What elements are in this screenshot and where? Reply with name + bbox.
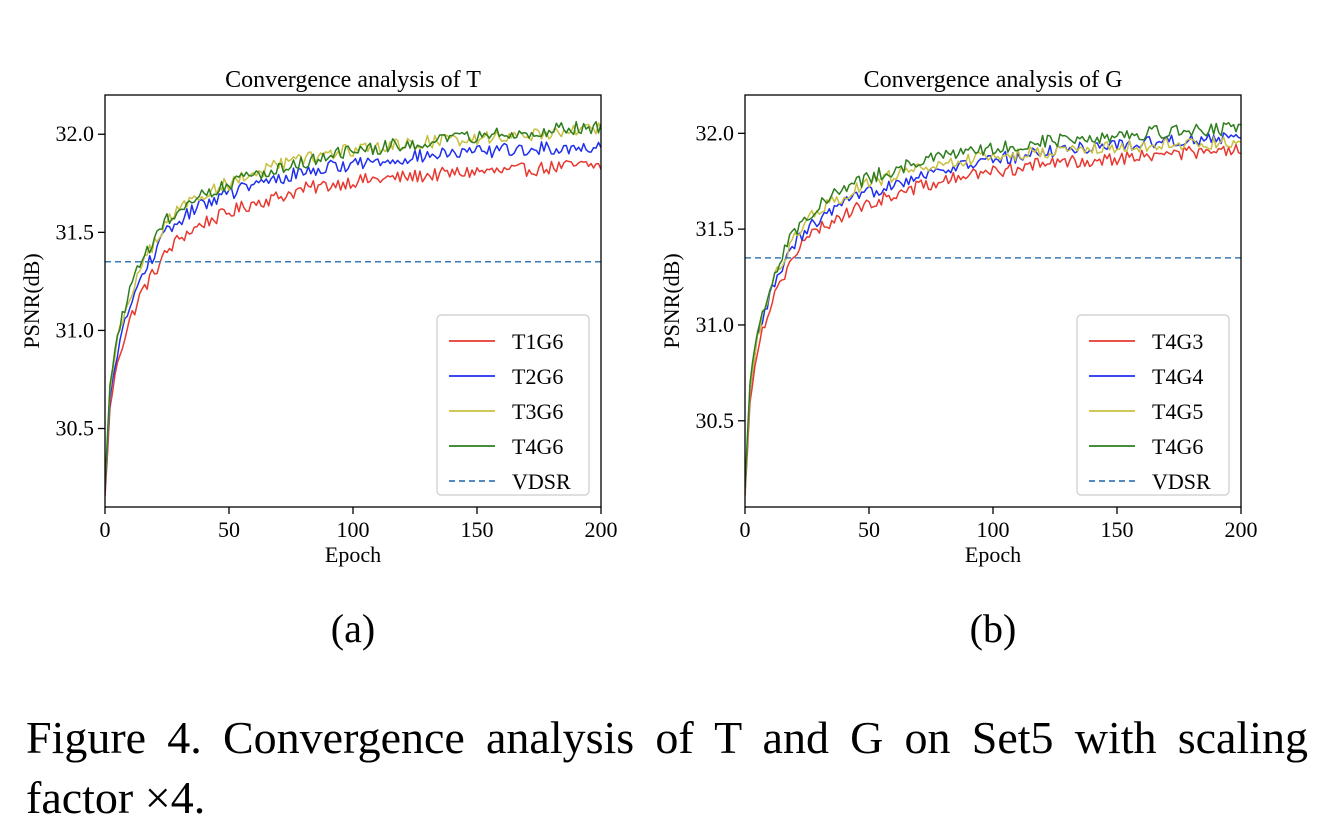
chart-title: Convergence analysis of T: [225, 67, 481, 93]
legend-label-vdsr: VDSR: [512, 469, 571, 494]
series-line-t4g6: [105, 120, 601, 487]
figure-caption: Figure 4. Convergence analysis of T and …: [26, 712, 1308, 823]
chart-panel-a: Convergence analysis of T 0 50 100 150 200 30.…: [19, 67, 618, 651]
y-tick-label: 32.0: [56, 121, 95, 146]
x-tick-label: 0: [740, 517, 751, 542]
series-layer: [105, 120, 601, 497]
x-tick-label: 200: [585, 517, 618, 542]
y-tick-label: 32.0: [696, 120, 735, 145]
x-tick-label: 150: [1101, 517, 1134, 542]
x-tick-label: 150: [461, 517, 494, 542]
x-axis-label: Epoch: [965, 542, 1021, 567]
y-axis-label: PSNR(dB): [19, 253, 44, 348]
y-tick-label: 31.5: [696, 216, 735, 241]
series-line-t4g6: [745, 121, 1241, 489]
legend-label-t2g6: T2G6: [512, 364, 563, 389]
plot-frame: [744, 94, 1242, 508]
y-tick-label: 30.5: [696, 408, 735, 433]
x-tick-label: 100: [337, 517, 370, 542]
x-tick-label: 200: [1225, 517, 1258, 542]
chart-title: Convergence analysis of G: [864, 67, 1123, 93]
legend-label-t4g5: T4G5: [1152, 399, 1203, 424]
plot-frame: [104, 94, 602, 508]
y-tick-label: 31.0: [56, 317, 95, 342]
series-layer: [745, 121, 1241, 497]
chart-panel-b: Convergence analysis of G 0 50 100 150 200 30.…: [659, 67, 1258, 651]
series-line-t4g3: [745, 143, 1241, 497]
legend-label-t4g6: T4G6: [1152, 434, 1203, 459]
legend: T4G3 T4G4 T4G5 T4G6 VDSR: [1076, 314, 1230, 496]
x-tick-label: 100: [977, 517, 1010, 542]
legend-box: [436, 314, 590, 496]
y-tick-label: 31.5: [56, 219, 95, 244]
x-axis-label: Epoch: [325, 542, 381, 567]
legend-label-t3g6: T3G6: [512, 399, 563, 424]
legend-box: [1076, 314, 1230, 496]
series-line-t1g6: [105, 159, 601, 497]
y-tick-label: 31.0: [696, 312, 735, 337]
series-line-t4g4: [745, 132, 1241, 493]
x-tick-label: 0: [100, 517, 111, 542]
series-line-t2g6: [105, 141, 601, 491]
legend-label-t4g4: T4G4: [1152, 364, 1203, 389]
y-tick-label: 30.5: [56, 416, 95, 441]
legend: T1G6 T2G6 T3G6 T4G6 VDSR: [436, 314, 590, 496]
x-tick-label: 50: [218, 517, 240, 542]
y-axis-label: PSNR(dB): [659, 253, 684, 348]
panel-label: (a): [331, 606, 375, 651]
x-tick-label: 50: [858, 517, 880, 542]
legend-label-t1g6: T1G6: [512, 329, 563, 354]
legend-label-t4g3: T4G3: [1152, 329, 1203, 354]
panel-label: (b): [970, 606, 1017, 651]
legend-label-vdsr: VDSR: [1152, 469, 1211, 494]
legend-label-t4g6: T4G6: [512, 434, 563, 459]
figure-canvas: Convergence analysis of T 0 50 100 150 200 30.…: [19, 67, 1258, 651]
